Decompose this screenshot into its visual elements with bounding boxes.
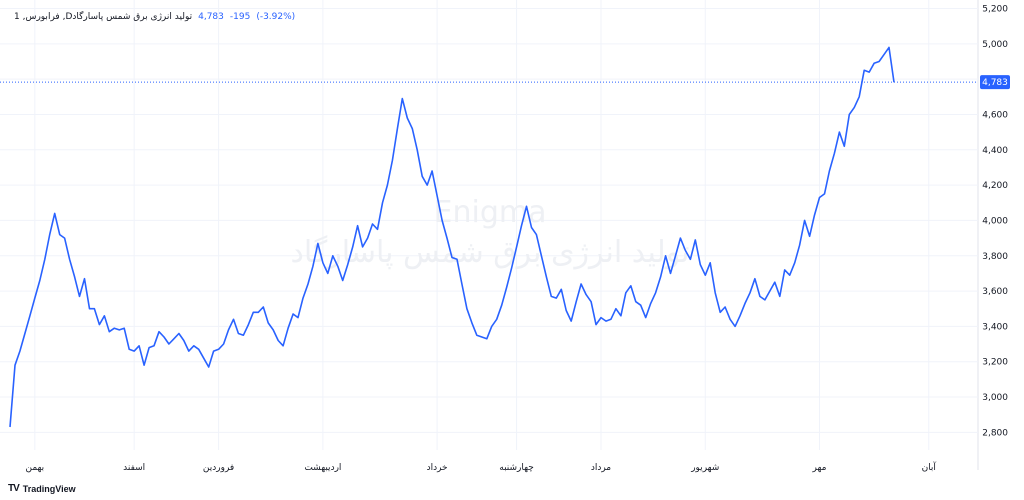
y-tick-label: 3,800 [982, 252, 1008, 262]
x-tick-label: خرداد [427, 463, 448, 473]
y-tick-label: 3,400 [982, 322, 1008, 332]
y-tick-label: 3,600 [982, 287, 1008, 297]
y-tick-label: 4,000 [982, 216, 1008, 226]
x-tick-label: مهر [812, 463, 827, 473]
y-tick-label: 3,200 [982, 358, 1008, 368]
y-tick-label: 4,200 [982, 181, 1008, 191]
x-tick-label: اسفند [123, 463, 145, 473]
series-line [9, 46, 895, 428]
tradingview-footer[interactable]: TV TradingView [8, 483, 76, 494]
x-tick-label: چهارشنبه [499, 463, 534, 473]
y-axis[interactable]: 5,2005,0004,8004,6004,4004,2004,0003,800… [982, 5, 1008, 439]
x-tick-label: فروردین [203, 463, 234, 473]
watermark: Enigma تولید انرژی برق شمس پاسارگاد [290, 195, 689, 270]
change-value: -195 [229, 12, 251, 22]
last-price-tag: 4,783 [980, 75, 1010, 90]
last-price-tag-text: 4,783 [982, 78, 1008, 88]
y-tick-label: 4,400 [982, 146, 1008, 156]
x-tick-label: اردیبهشت [304, 463, 341, 473]
tradingview-logo-icon: TV [8, 483, 20, 494]
legend[interactable]: 1 ,فرابورس ,Dتولید انرژی برق شمس پاسارگا… [14, 12, 295, 22]
watermark-brand: Enigma [434, 195, 547, 230]
watermark-name: تولید انرژی برق شمس پاسارگاد [290, 235, 689, 270]
y-tick-label: 2,800 [982, 428, 1008, 438]
x-tick-label: مرداد [591, 463, 611, 473]
y-tick-label: 3,000 [982, 393, 1008, 403]
x-tick-label: بهمن [25, 463, 44, 473]
tradingview-brand: TradingView [22, 483, 76, 494]
grid [0, 0, 979, 470]
change-percent: (-3.92%) [256, 12, 296, 22]
symbol-title[interactable]: 1 ,فرابورس ,Dتولید انرژی برق شمس پاسارگا… [14, 12, 193, 22]
last-price-tag-bg [980, 75, 1010, 90]
last-value: 4,783 [198, 12, 224, 22]
y-tick-label: 5,000 [982, 40, 1008, 50]
y-tick-label: 4,600 [982, 110, 1008, 120]
x-tick-label: شهریور [690, 463, 719, 473]
x-tick-label: آبان [922, 461, 937, 473]
x-axis[interactable]: بهمن اسفند فروردین اردیبهشت خرداد چهارشنبه مرد… [25, 461, 1024, 473]
y-tick-label: 5,200 [982, 5, 1008, 15]
